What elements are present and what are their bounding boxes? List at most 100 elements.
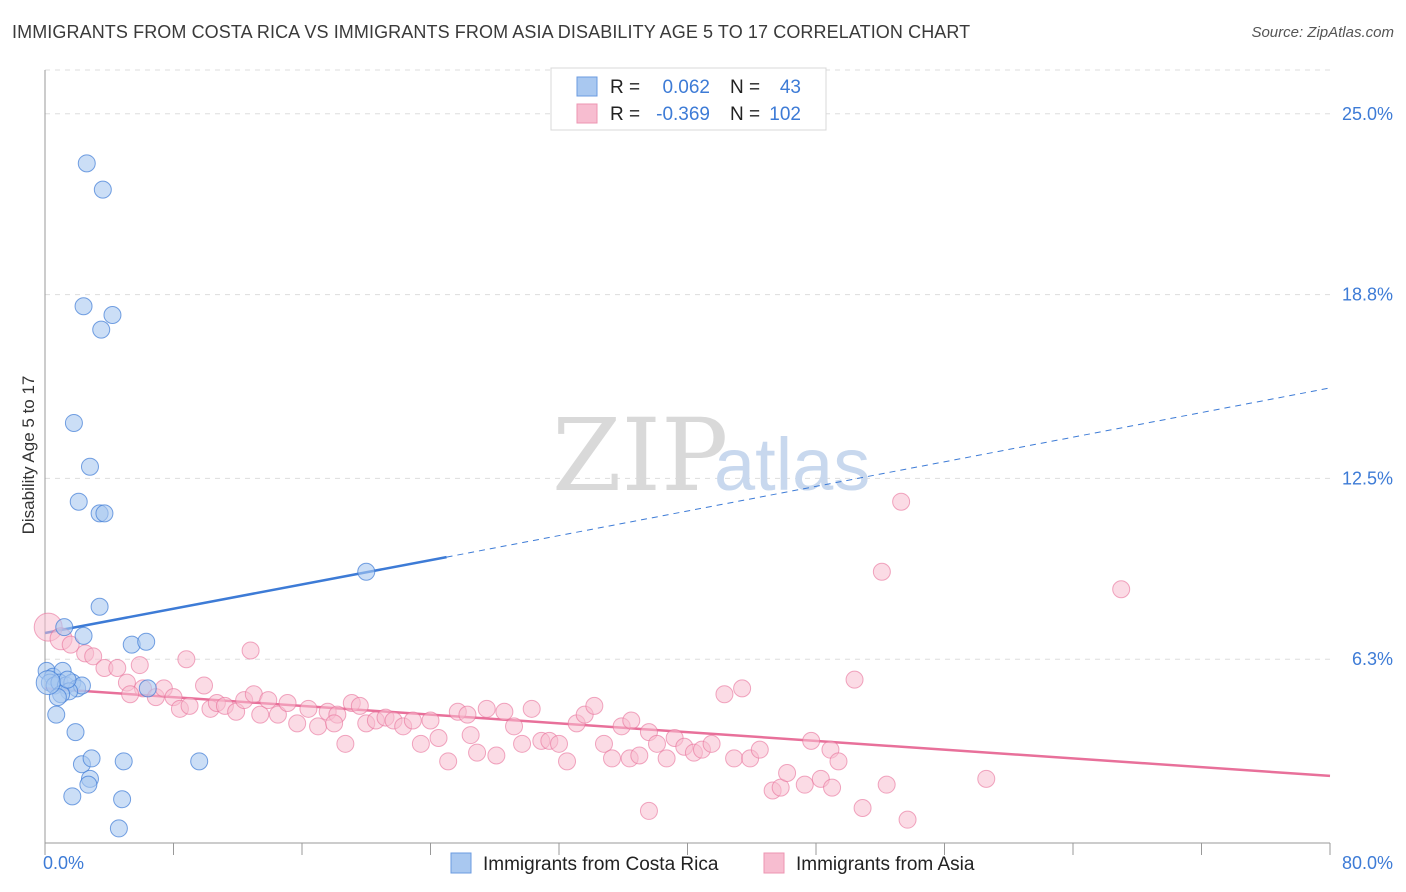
grid-lines [45, 69, 1330, 660]
point-asia [898, 810, 917, 829]
point-costa-rica [109, 819, 128, 838]
point-asia [802, 731, 821, 750]
point-asia [278, 693, 297, 712]
axes [44, 70, 1331, 855]
point-costa-rica [90, 597, 109, 616]
y-tick-label: 12.5% [1342, 468, 1393, 488]
point-costa-rica [113, 790, 132, 809]
point-asia [853, 798, 872, 817]
point-asia [439, 752, 458, 771]
point-costa-rica [93, 180, 112, 199]
legend-label-costa-rica: Immigrants from Costa Rica [483, 854, 719, 875]
point-costa-rica [357, 562, 376, 581]
point-costa-rica [190, 752, 209, 771]
point-asia [477, 699, 496, 718]
point-asia [513, 734, 532, 753]
point-asia [61, 635, 80, 654]
point-asia [350, 696, 369, 715]
x-tick-label-max: 80.0% [1342, 853, 1393, 873]
point-asia [299, 699, 318, 718]
point-costa-rica [95, 504, 114, 523]
point-asia [421, 711, 440, 730]
point-asia [877, 775, 896, 794]
chart-title: IMMIGRANTS FROM COSTA RICA VS IMMIGRANTS… [12, 22, 971, 42]
source-credit: Source: ZipAtlas.com [1251, 24, 1394, 41]
point-asia [259, 691, 278, 710]
point-costa-rica [77, 154, 96, 173]
legend-swatch-costa-rica [450, 852, 472, 874]
stats-n-value-1: 43 [780, 77, 801, 98]
point-asia [268, 705, 287, 724]
point-costa-rica [66, 723, 85, 742]
trend-costa-rica [44, 387, 1331, 635]
point-costa-rica [138, 679, 157, 698]
stats-legend: R = 0.062 N = 43 R = -0.369 N = 102 [550, 67, 827, 131]
point-asia [630, 746, 649, 765]
trend-costa-rica-line [44, 555, 447, 635]
point-asia [121, 685, 140, 704]
y-tick-labels: 6.3% 12.5% 18.8% 25.0% [1342, 104, 1393, 669]
point-asia [495, 702, 514, 721]
point-costa-rica [79, 775, 98, 794]
point-asia [639, 801, 658, 820]
y-tick-label: 6.3% [1352, 649, 1393, 669]
point-asia [177, 650, 196, 669]
point-asia [550, 734, 568, 753]
point-costa-rica [69, 492, 88, 511]
point-asia [1112, 580, 1131, 599]
point-asia [505, 717, 524, 736]
stats-r-label-1: R = [610, 77, 640, 98]
point-costa-rica [63, 787, 82, 806]
point-costa-rica [55, 618, 74, 637]
point-costa-rica [103, 306, 122, 325]
point-asia [657, 749, 676, 768]
point-asia [733, 679, 752, 698]
point-asia [594, 734, 613, 753]
point-costa-rica [74, 297, 93, 316]
point-asia [403, 711, 422, 730]
legend-label-asia: Immigrants from Asia [796, 854, 975, 875]
stats-n-label-2: N = [730, 104, 760, 125]
point-asia [892, 492, 911, 511]
point-asia [195, 676, 214, 695]
point-asia [108, 658, 127, 677]
stats-r-label-2: R = [610, 104, 640, 125]
point-asia [429, 728, 448, 747]
point-asia [725, 749, 744, 768]
point-asia [977, 769, 996, 788]
y-tick-label: 25.0% [1342, 104, 1393, 124]
point-costa-rica [35, 670, 61, 696]
point-asia [461, 726, 480, 745]
point-asia [647, 734, 666, 753]
point-asia [458, 705, 477, 724]
series-legend: Immigrants from Costa Rica Immigrants fr… [450, 852, 975, 875]
stats-n-value-2: 102 [769, 104, 801, 125]
point-asia [558, 752, 577, 771]
legend-swatch-asia [763, 852, 785, 874]
watermark-atlas: atlas [714, 423, 870, 506]
point-costa-rica [64, 413, 83, 432]
stats-legend-swatch-pink [576, 103, 598, 124]
watermark-zip: ZIP [552, 397, 728, 514]
point-asia [823, 778, 842, 797]
point-asia [468, 743, 487, 762]
point-asia [325, 714, 344, 733]
trend-costa-rica-extension [446, 387, 1331, 558]
point-costa-rica [92, 320, 111, 339]
point-asia [522, 699, 541, 718]
series-asia-points [33, 492, 1131, 829]
point-asia [487, 746, 506, 765]
point-asia [585, 696, 604, 715]
stats-r-value-2: -0.369 [656, 104, 710, 125]
series-costa-rica-points [35, 154, 376, 838]
point-asia [778, 763, 797, 782]
point-asia [715, 685, 734, 704]
point-asia [845, 670, 864, 689]
stats-r-value-1: 0.062 [662, 77, 710, 98]
watermark: ZIP atlas [552, 397, 870, 514]
y-axis-title: Disability Age 5 to 17 [19, 376, 38, 535]
point-asia [309, 717, 328, 736]
trend-asia-line [44, 687, 1331, 778]
point-asia [336, 734, 355, 753]
